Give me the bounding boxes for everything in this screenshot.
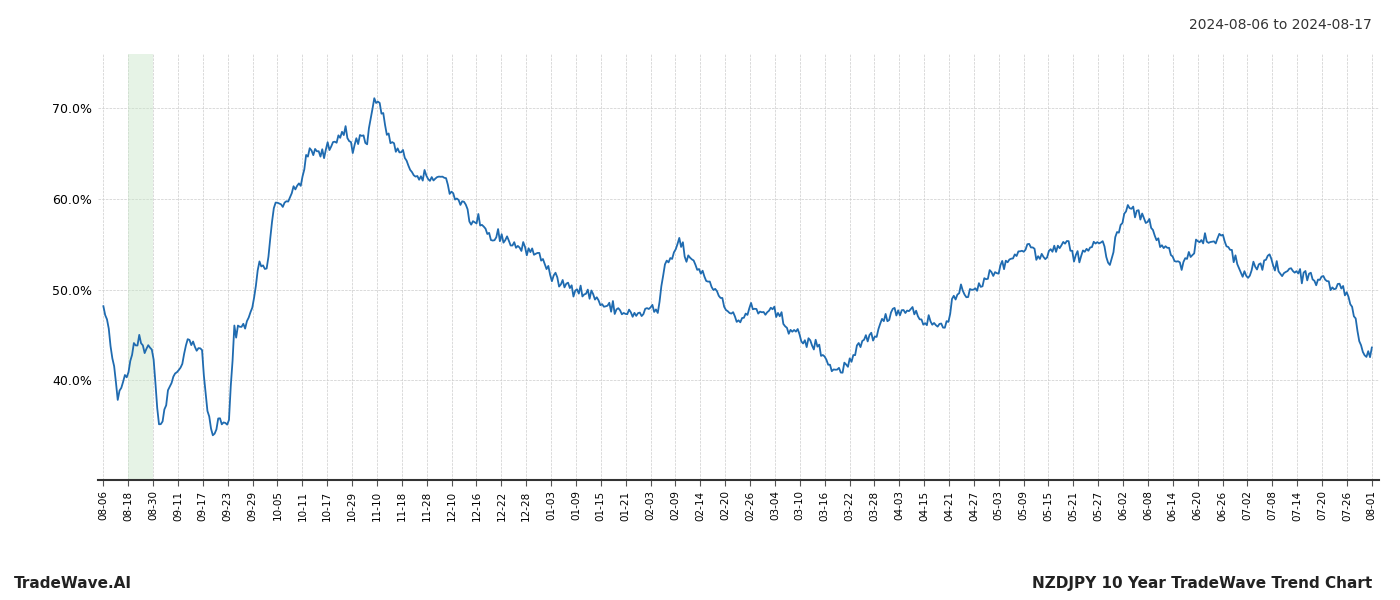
Bar	[129, 54, 153, 480]
Text: TradeWave.AI: TradeWave.AI	[14, 576, 132, 591]
Text: 2024-08-06 to 2024-08-17: 2024-08-06 to 2024-08-17	[1189, 18, 1372, 32]
Text: NZDJPY 10 Year TradeWave Trend Chart: NZDJPY 10 Year TradeWave Trend Chart	[1032, 576, 1372, 591]
